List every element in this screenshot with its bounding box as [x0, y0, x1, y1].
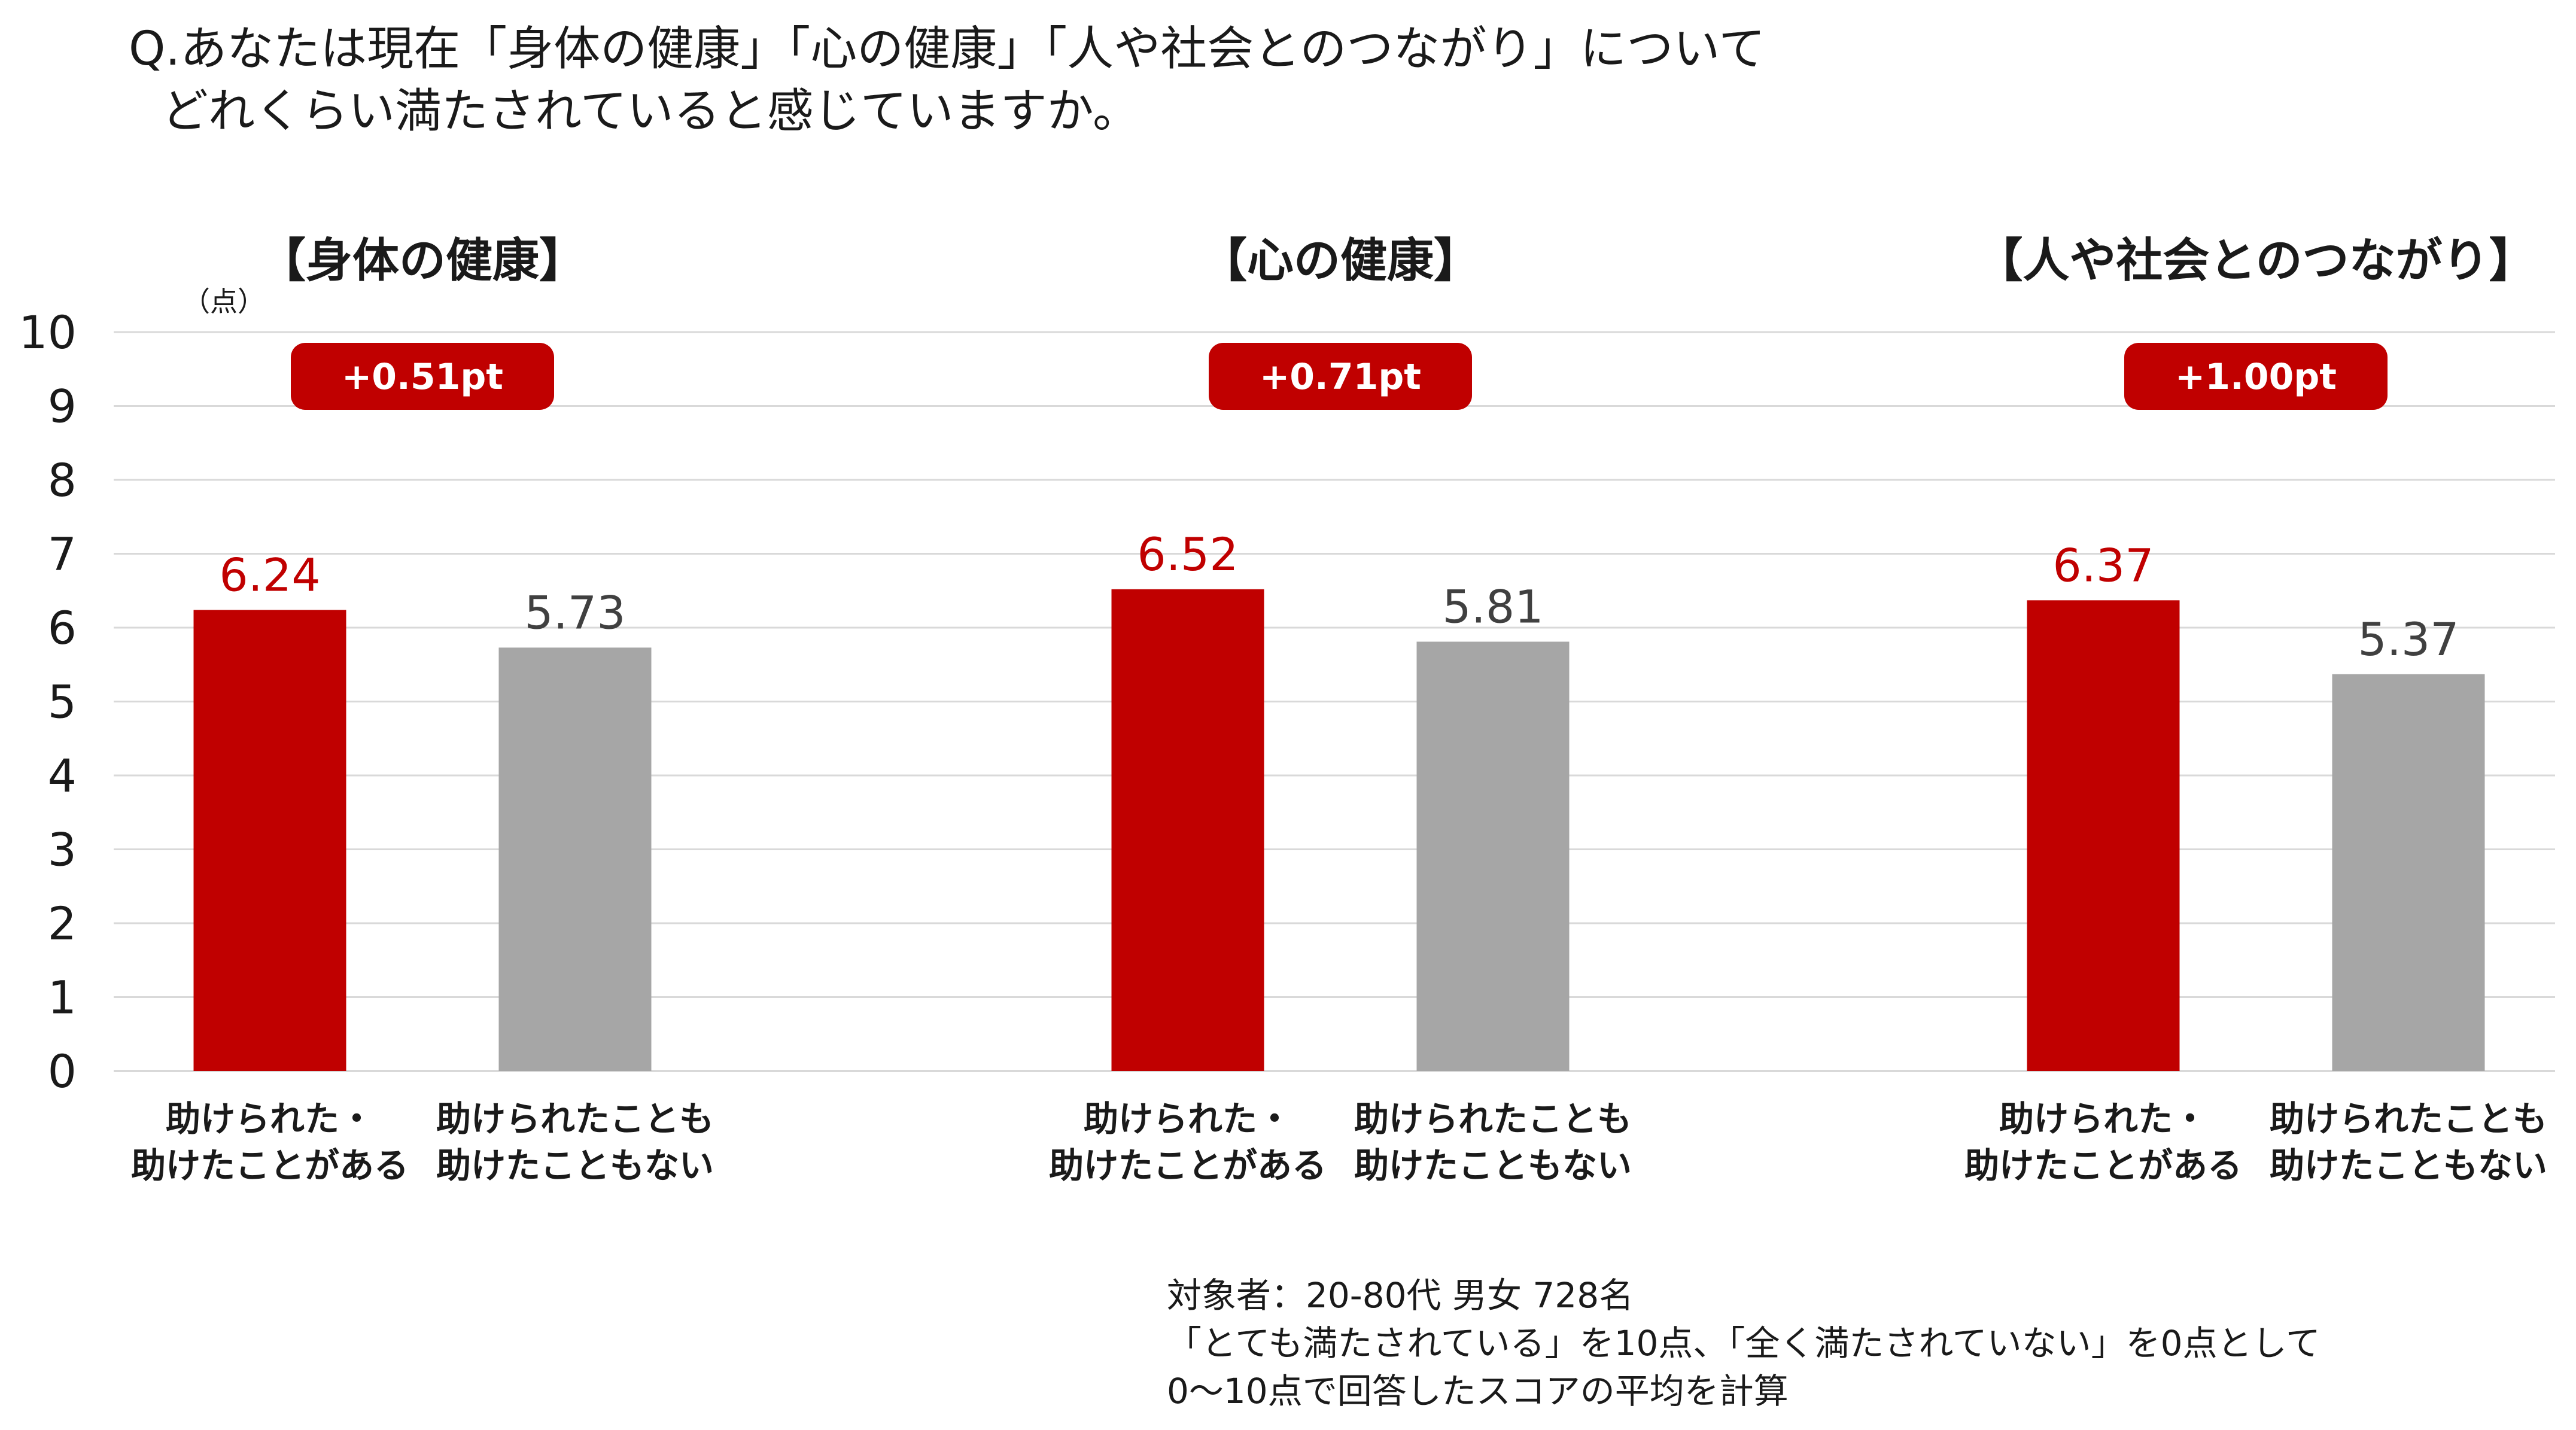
- category-label-line-1: 助けられたことも: [1354, 1099, 1632, 1139]
- difference-badge-label: +0.71pt: [1260, 356, 1421, 398]
- bar: [2027, 600, 2180, 1071]
- category-label-line-2: 助けたこともない: [2270, 1145, 2547, 1186]
- bar-value-label: 6.52: [1137, 528, 1238, 581]
- y-tick-label: 9: [48, 380, 77, 433]
- y-tick-label: 6: [48, 601, 77, 655]
- difference-badge: [2124, 343, 2388, 410]
- y-axis-unit-label: （点）: [183, 285, 265, 318]
- chart-panel: 【身体の健康】 +0.51pt 6.24 助けられた・助けたことがある 5.73 助けられ…: [131, 234, 714, 1186]
- y-tick-label: 10: [19, 306, 77, 359]
- panel-title: 【心の健康】: [1200, 234, 1480, 288]
- bar: [2332, 674, 2485, 1071]
- panel-title: 【身体の健康】: [259, 234, 586, 288]
- bar-value-label: 5.73: [524, 586, 625, 639]
- note-line-1: 対象者：20-80代 男女 728名: [1167, 1275, 1634, 1316]
- difference-badge-label: +1.00pt: [2175, 356, 2337, 398]
- y-tick-label: 1: [48, 971, 77, 1024]
- chart-panel: 【心の健康】 +0.71pt 6.52 助けられた・助けたことがある 5.81 助けられた…: [1049, 234, 1632, 1186]
- category-label-line-1: 助けられたことも: [2270, 1099, 2547, 1139]
- category-label-line-2: 助けたこともない: [436, 1145, 714, 1186]
- y-axis-ticks: 0 1 2 3 4 5 6 7 8 9 10: [19, 306, 77, 1098]
- y-tick-label: 3: [48, 823, 77, 877]
- y-tick-label: 2: [48, 897, 77, 950]
- difference-badge: [1209, 343, 1472, 410]
- bar-value-label: 6.24: [219, 548, 320, 601]
- panel-title: 【人や社会とのつながり】: [1976, 234, 2535, 288]
- difference-badge-label: +0.51pt: [342, 356, 503, 398]
- bar: [1416, 641, 1570, 1071]
- y-tick-label: 4: [48, 749, 77, 802]
- y-tick-label: 5: [48, 676, 77, 729]
- category-label-line-2: 助けたこともない: [1354, 1145, 1632, 1186]
- gridlines: [114, 331, 2555, 1072]
- bar: [498, 647, 652, 1071]
- note-line-3: 0〜10点で回答したスコアの平均を計算: [1167, 1371, 1789, 1411]
- category-label-line-2: 助けたことがある: [131, 1145, 409, 1186]
- y-tick-label: 7: [48, 528, 77, 581]
- bar-value-label: 6.37: [2052, 538, 2154, 592]
- category-label-line-1: 助けられた・: [1999, 1099, 2207, 1139]
- category-label-line-2: 助けたことがある: [1964, 1145, 2242, 1186]
- note-line-2: 「とても満たされている」を10点、「全く満たされていない」を0点として: [1167, 1323, 2320, 1364]
- bar: [193, 610, 346, 1071]
- chart-panel: 【人や社会とのつながり】 +1.00pt 6.37 助けられた・助けたことがある 5.3…: [1964, 234, 2547, 1186]
- category-label-line-1: 助けられたことも: [436, 1099, 714, 1139]
- question-line-1: Q.あなたは現在「身体の健康」「心の健康」「人や社会とのつながり」について: [129, 22, 1765, 76]
- y-tick-label: 0: [48, 1045, 77, 1098]
- bar: [1111, 589, 1264, 1071]
- category-label-line-1: 助けられた・: [166, 1099, 374, 1139]
- category-label-line-1: 助けられた・: [1084, 1099, 1292, 1139]
- y-tick-label: 8: [48, 454, 77, 507]
- question-line-2: どれくらい満たされていると感じていますか。: [162, 84, 1139, 138]
- category-label-line-2: 助けたことがある: [1049, 1145, 1327, 1186]
- bar-value-label: 5.37: [2358, 613, 2459, 666]
- bar-value-label: 5.81: [1442, 580, 1543, 633]
- chart-panels: 【身体の健康】+0.51pt6.24助けられた・助けたことがある5.73助けられ…: [131, 234, 2547, 1186]
- difference-badge: [291, 343, 554, 410]
